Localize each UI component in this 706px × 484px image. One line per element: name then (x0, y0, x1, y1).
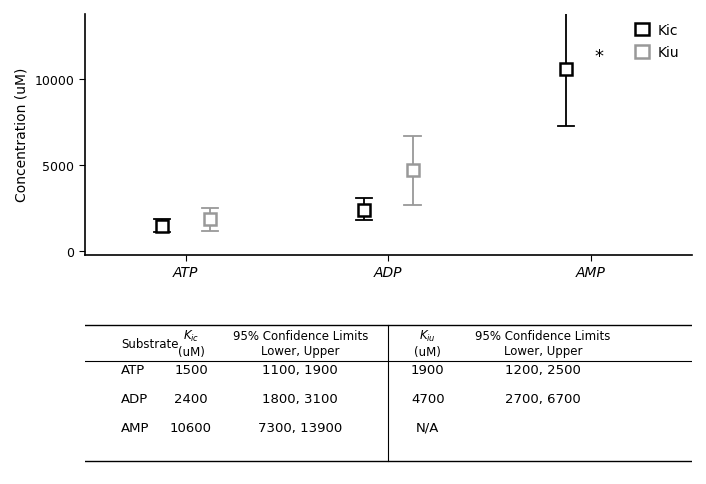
Text: 1800, 3100: 1800, 3100 (263, 392, 338, 405)
Text: *: * (594, 48, 604, 66)
Text: 10600: 10600 (170, 421, 212, 434)
Text: $K_{ic}$
(uM): $K_{ic}$ (uM) (177, 328, 205, 358)
Text: 1500: 1500 (174, 363, 208, 377)
Text: 2400: 2400 (174, 392, 208, 405)
Text: $K_{iu}$
(uM): $K_{iu}$ (uM) (414, 328, 441, 358)
Text: AMP: AMP (121, 421, 150, 434)
Text: Substrate: Substrate (121, 337, 179, 350)
Text: 95% Confidence Limits
Lower, Upper: 95% Confidence Limits Lower, Upper (232, 330, 368, 357)
Text: 95% Confidence Limits
Lower, Upper: 95% Confidence Limits Lower, Upper (475, 330, 611, 357)
Text: 7300, 13900: 7300, 13900 (258, 421, 342, 434)
Text: ADP: ADP (121, 392, 148, 405)
Text: 1900: 1900 (411, 363, 445, 377)
Text: 1100, 1900: 1100, 1900 (263, 363, 338, 377)
Legend: Kic, Kiu: Kic, Kiu (635, 24, 679, 60)
Text: N/A: N/A (416, 421, 439, 434)
Text: ATP: ATP (121, 363, 145, 377)
Y-axis label: Concentration (uM): Concentration (uM) (15, 68, 29, 202)
Text: 2700, 6700: 2700, 6700 (505, 392, 581, 405)
Text: 4700: 4700 (411, 392, 445, 405)
Text: 1200, 2500: 1200, 2500 (505, 363, 581, 377)
